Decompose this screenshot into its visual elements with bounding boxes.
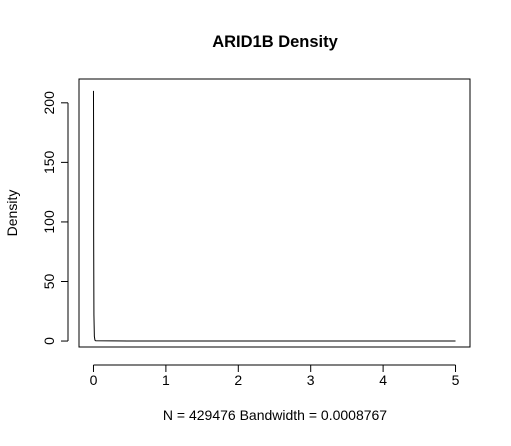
x-tick-label: 4 xyxy=(379,372,387,388)
x-tick-label: 0 xyxy=(90,372,98,388)
series-layer xyxy=(93,91,455,341)
y-axis: 0 50 100 150 200 xyxy=(41,91,68,345)
y-tick-label: 200 xyxy=(41,91,57,115)
y-tick-label: 0 xyxy=(41,337,57,345)
y-tick-label: 150 xyxy=(41,150,57,174)
x-axis-label: N = 429476 Bandwidth = 0.0008767 xyxy=(163,407,387,423)
x-tick-label: 3 xyxy=(307,372,315,388)
plot-frame xyxy=(79,79,470,347)
y-axis-label: Density xyxy=(4,190,20,237)
x-axis: 0 1 2 3 4 5 xyxy=(90,365,460,388)
chart-title: ARID1B Density xyxy=(212,33,338,51)
density-line xyxy=(93,91,455,341)
y-tick-label: 100 xyxy=(41,210,57,234)
x-tick-label: 2 xyxy=(234,372,242,388)
x-tick-label: 5 xyxy=(452,372,460,388)
x-tick-label: 1 xyxy=(162,372,170,388)
y-tick-label: 50 xyxy=(41,273,57,289)
